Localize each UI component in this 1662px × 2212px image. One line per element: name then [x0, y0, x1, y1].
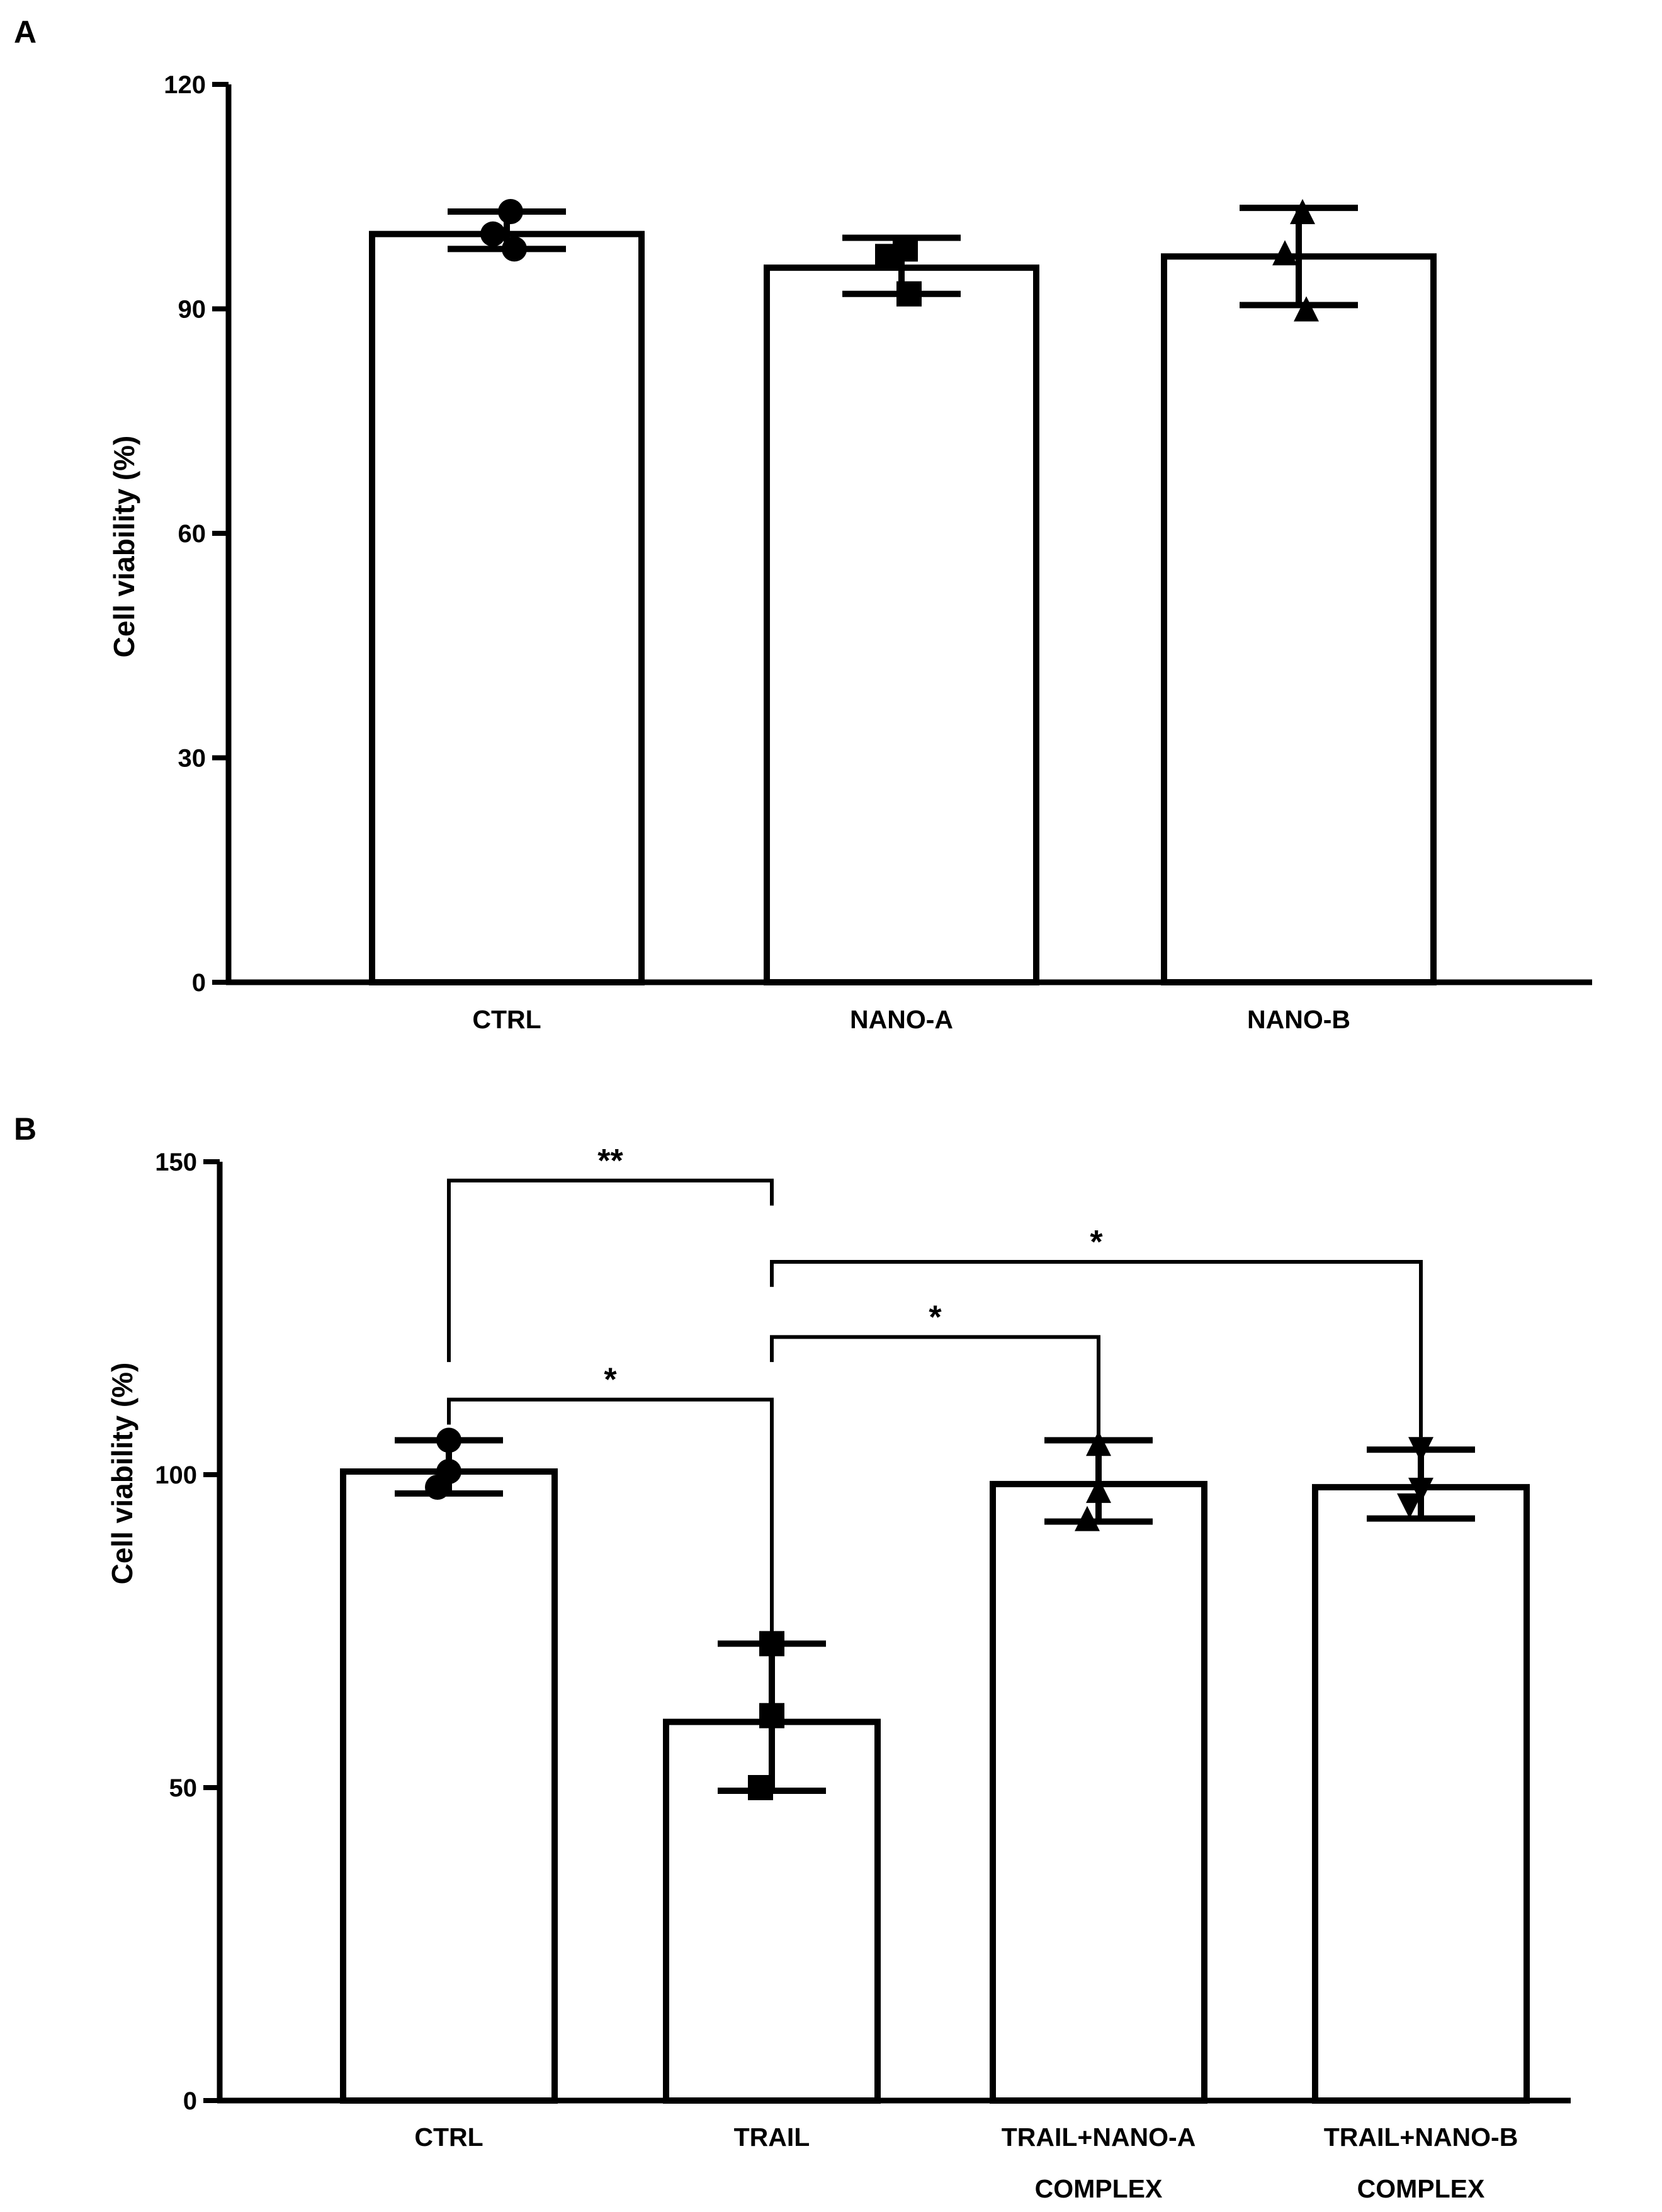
panel-b-data-point — [1408, 1437, 1433, 1463]
panel-b-data-point — [759, 1631, 784, 1657]
panel-a-y-tick-label: 0 — [192, 969, 206, 997]
panel-a-category-label: CTRL — [472, 1005, 541, 1034]
panel-b-data-point — [1075, 1506, 1100, 1531]
panel-b-y-tick-label: 100 — [155, 1461, 197, 1489]
panel-b-category-label: COMPLEX — [1035, 2174, 1163, 2203]
panel-b-significance-label: * — [604, 1362, 617, 1398]
panel-b-data-point — [436, 1427, 461, 1453]
panel-a-y-ticks: 0 30 60 90 120 — [164, 71, 229, 997]
panel-b-y-axis-title: Cell viability (%) — [106, 1363, 138, 1585]
panel-b-bar — [1312, 1483, 1530, 2104]
panel-a-category-label: NANO-B — [1247, 1005, 1350, 1034]
panel-a-bar — [764, 264, 1039, 985]
panel-a-data-point — [502, 236, 527, 262]
panel-b-category-labels: CTRL TRAIL TRAIL+NANO-A COMPLEX TRAIL+NANO-B… — [414, 2123, 1518, 2203]
panel-b-data-point — [748, 1775, 773, 1800]
panel-b-data-point — [759, 1703, 784, 1728]
panel-a-chart: A Cell viability (%) 0 30 60 90 120 CTRL NANO… — [14, 14, 1592, 1034]
panel-b-y-tick-label: 0 — [183, 2087, 197, 2115]
panel-b-data-point — [1397, 1493, 1422, 1519]
panel-b-bar — [990, 1480, 1207, 2104]
panel-a-y-tick-label: 60 — [178, 520, 206, 548]
panel-a-bar — [369, 230, 645, 986]
panel-a-data-point — [1294, 296, 1319, 322]
panel-a-bar — [1161, 253, 1437, 986]
panel-b-data-point — [1086, 1477, 1111, 1503]
panel-b-bars — [340, 1427, 1530, 2104]
panel-b-y-tick-label: 150 — [155, 1149, 197, 1176]
panel-a-category-label: NANO-A — [850, 1005, 953, 1034]
panel-b-significance-label: * — [929, 1299, 942, 1336]
panel-a-data-point — [875, 244, 900, 269]
panel-b-data-point — [1086, 1431, 1111, 1456]
panel-b-significance-bracket — [770, 1335, 1100, 1438]
panel-a-letter: A — [14, 14, 37, 50]
panel-b-data-point — [425, 1474, 450, 1500]
panel-b-category-label: COMPLEX — [1357, 2174, 1485, 2203]
panel-b-category-label: TRAIL+NANO-B — [1324, 2123, 1518, 2152]
panel-b-significance-label: ** — [597, 1143, 623, 1179]
panel-b-y-ticks: 0 50 100 150 — [155, 1149, 220, 2115]
panel-a-data-point — [896, 281, 922, 307]
panel-b-y-tick-label: 50 — [169, 1774, 198, 1802]
panel-b-significance-bracket — [447, 1397, 774, 1638]
panel-b-letter: B — [14, 1111, 37, 1147]
panel-a-data-point — [480, 221, 506, 247]
panel-a-bars — [369, 199, 1437, 986]
panel-a-data-point — [1272, 240, 1297, 266]
panel-a-data-point — [498, 199, 523, 225]
panel-b-data-point — [1408, 1477, 1433, 1503]
panel-a-y-tick-label: 90 — [178, 296, 206, 324]
panel-a-data-point — [1290, 199, 1315, 225]
panel-b-significance-bracket — [770, 1260, 1423, 1438]
panel-b-category-label: TRAIL+NANO-A — [1002, 2123, 1196, 2152]
panel-b-category-label: TRAIL — [734, 2123, 810, 2152]
panel-a-y-tick-label: 120 — [164, 71, 206, 99]
panel-a-category-labels: CTRL NANO-A NANO-B — [472, 1005, 1350, 1034]
panel-b-bar — [340, 1468, 558, 2104]
panel-b-category-label: CTRL — [414, 2123, 483, 2152]
panel-b-significance-label: * — [1090, 1224, 1103, 1261]
panel-b-significance-bracket — [447, 1178, 774, 1363]
panel-a-y-axis-title: Cell viability (%) — [108, 436, 140, 658]
panel-b-significance-brackets: ***** — [447, 1143, 1423, 1638]
panel-a-y-tick-label: 30 — [178, 745, 206, 773]
